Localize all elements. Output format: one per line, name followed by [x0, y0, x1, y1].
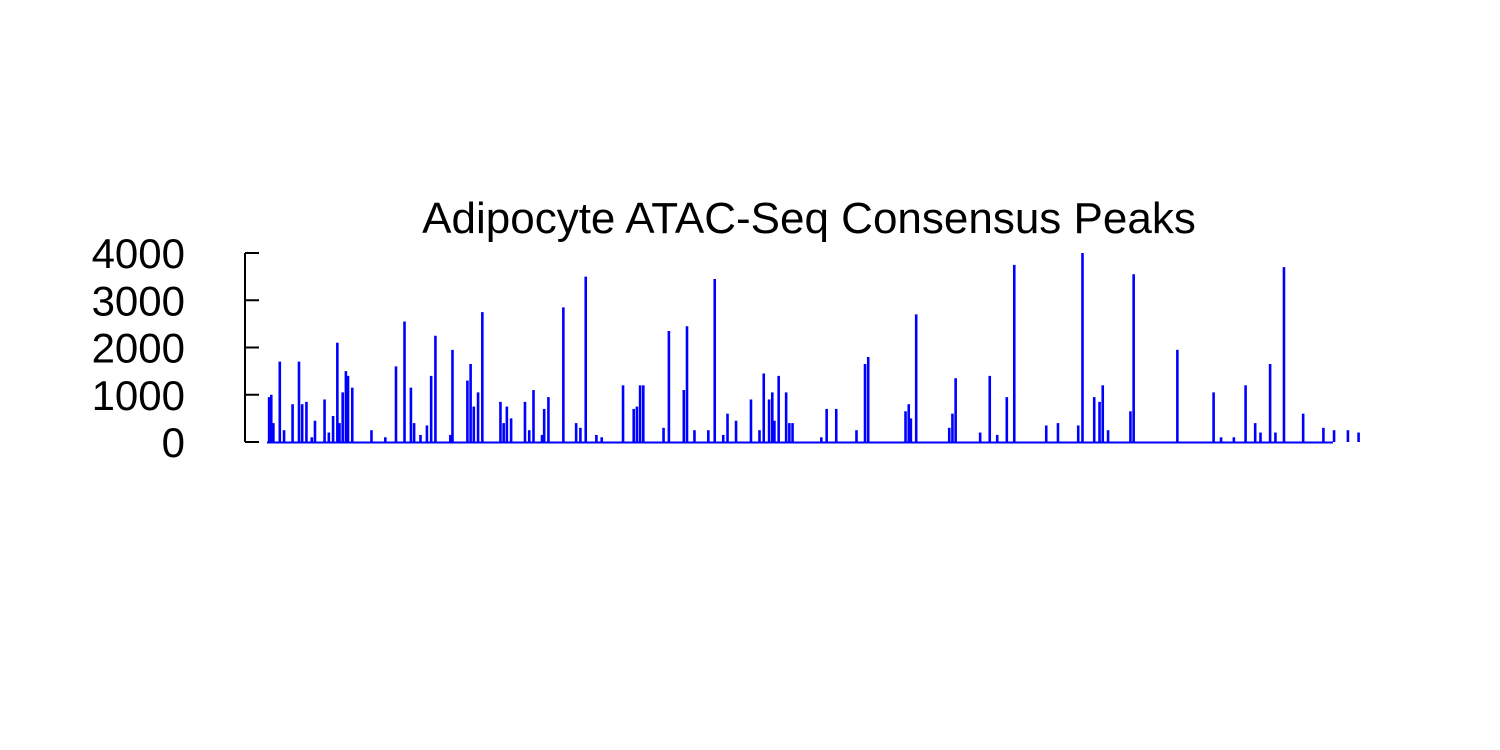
chart-title: Adipocyte ATAC-Seq Consensus Peaks [422, 194, 1196, 243]
y-tick-label: 1000 [92, 372, 185, 419]
y-tick-label: 4000 [92, 230, 185, 277]
y-tick-label: 2000 [92, 325, 185, 372]
y-tick-label: 3000 [92, 277, 185, 324]
y-tick-label: 0 [162, 419, 185, 466]
bar-series [267, 253, 1360, 442]
